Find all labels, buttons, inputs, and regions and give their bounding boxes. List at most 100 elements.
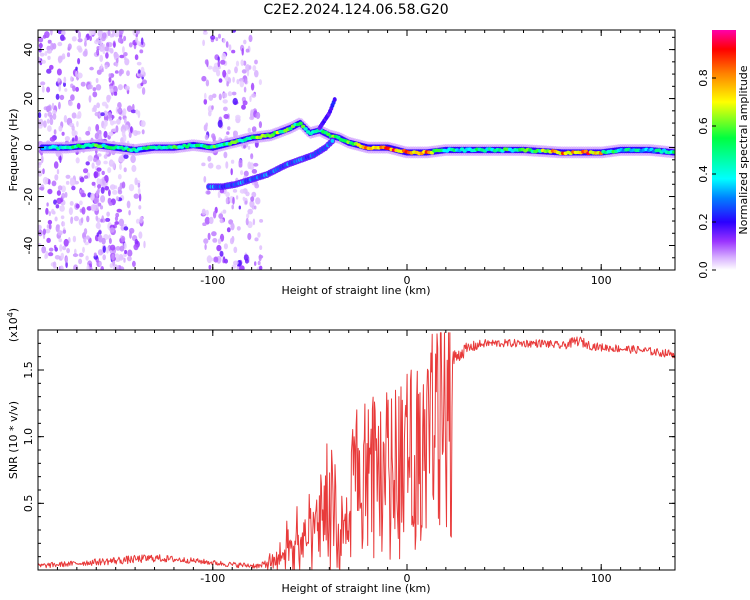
noise-blob — [116, 108, 122, 113]
noise-blob — [49, 136, 56, 142]
noise-blob — [228, 44, 232, 51]
noise-blob — [114, 31, 120, 38]
noise-blob — [85, 235, 90, 240]
noise-blob — [136, 40, 141, 46]
noise-blob — [128, 132, 132, 138]
noise-blob — [205, 209, 209, 216]
noise-blob — [222, 69, 227, 78]
noise-blob — [212, 93, 217, 99]
noise-blob — [38, 118, 44, 126]
noise-blob — [230, 159, 235, 164]
noise-blob — [78, 252, 84, 258]
noise-blob — [100, 186, 105, 194]
noise-blob — [226, 227, 231, 233]
noise-blob — [57, 230, 63, 236]
noise-blob — [56, 169, 60, 175]
noise-blob — [124, 85, 130, 91]
noise-blob — [137, 187, 141, 195]
noise-blob — [232, 196, 235, 205]
noise-blob — [223, 114, 229, 119]
noise-blob — [240, 170, 244, 176]
chart-title: C2E2.2024.124.06.58.G20 — [263, 2, 448, 18]
noise-blob — [130, 126, 133, 134]
noise-blob — [109, 88, 114, 93]
noise-blob — [219, 250, 224, 257]
noise-blob — [126, 70, 130, 77]
noise-blob — [218, 33, 221, 39]
noise-blob — [121, 181, 126, 189]
noise-blob — [231, 91, 237, 96]
snr-plot — [38, 332, 675, 570]
noise-blob — [257, 260, 261, 266]
noise-blob — [251, 126, 257, 133]
noise-blob — [75, 157, 80, 164]
noise-blob — [51, 180, 57, 187]
noise-blob — [104, 64, 108, 70]
noise-blob — [113, 42, 116, 48]
noise-blob — [123, 242, 127, 250]
noise-blob — [123, 117, 127, 124]
noise-blob — [118, 30, 124, 35]
noise-blob — [49, 118, 54, 126]
noise-blob — [243, 86, 247, 93]
noise-blob — [55, 204, 60, 209]
x-tick-label: -100 — [200, 274, 225, 287]
noise-blob — [46, 202, 49, 207]
noise-blob — [62, 245, 67, 251]
noise-blob — [209, 216, 214, 225]
noise-blob — [64, 136, 70, 142]
noise-blob — [65, 174, 71, 179]
noise-blob — [58, 101, 61, 110]
noise-blob — [83, 237, 87, 244]
noise-blob — [238, 205, 241, 210]
noise-blob — [115, 196, 119, 202]
noise-blob — [84, 40, 87, 47]
noise-blob — [113, 264, 118, 269]
noise-blob — [81, 206, 86, 215]
noise-blob — [207, 65, 213, 70]
noise-blob — [82, 50, 88, 57]
noise-blob — [93, 171, 99, 179]
branch-core — [332, 97, 337, 103]
noise-blob — [60, 215, 65, 220]
noise-blob — [40, 155, 44, 164]
noise-blob — [204, 216, 211, 225]
noise-blob — [53, 265, 57, 269]
noise-blob — [84, 37, 88, 42]
noise-blob — [117, 174, 122, 180]
y-tick-label: 1.5 — [22, 361, 35, 379]
noise-blob — [67, 43, 72, 50]
noise-blob — [119, 163, 122, 170]
noise-blob — [97, 249, 104, 256]
noise-blob — [141, 129, 145, 135]
noise-blob — [95, 159, 101, 166]
noise-blob — [223, 243, 228, 250]
noise-blob — [97, 153, 102, 157]
noise-blob — [54, 174, 59, 181]
noise-blob — [238, 159, 243, 167]
colorbar-tick-label: 0.6 — [697, 117, 710, 135]
noise-blob — [245, 217, 249, 226]
noise-blob — [46, 118, 50, 124]
noise-blob — [204, 59, 208, 65]
noise-blob — [89, 267, 93, 270]
noise-blob — [241, 104, 246, 110]
noise-blob — [247, 221, 253, 229]
noise-blob — [60, 34, 65, 41]
noise-blob — [128, 42, 133, 48]
noise-blob — [90, 193, 95, 201]
noise-blob — [202, 39, 206, 46]
noise-blob — [103, 154, 108, 159]
noise-blob — [70, 177, 74, 182]
noise-blob — [58, 84, 61, 92]
noise-blob — [87, 155, 93, 162]
noise-blob — [97, 39, 103, 45]
noise-blob — [95, 84, 102, 91]
noise-blob — [55, 93, 60, 100]
noise-blob — [116, 208, 123, 213]
noise-blob — [250, 82, 255, 91]
noise-blob — [258, 79, 262, 86]
noise-blob — [38, 161, 42, 166]
secondary-core — [330, 138, 335, 143]
noise-blob — [53, 199, 57, 205]
